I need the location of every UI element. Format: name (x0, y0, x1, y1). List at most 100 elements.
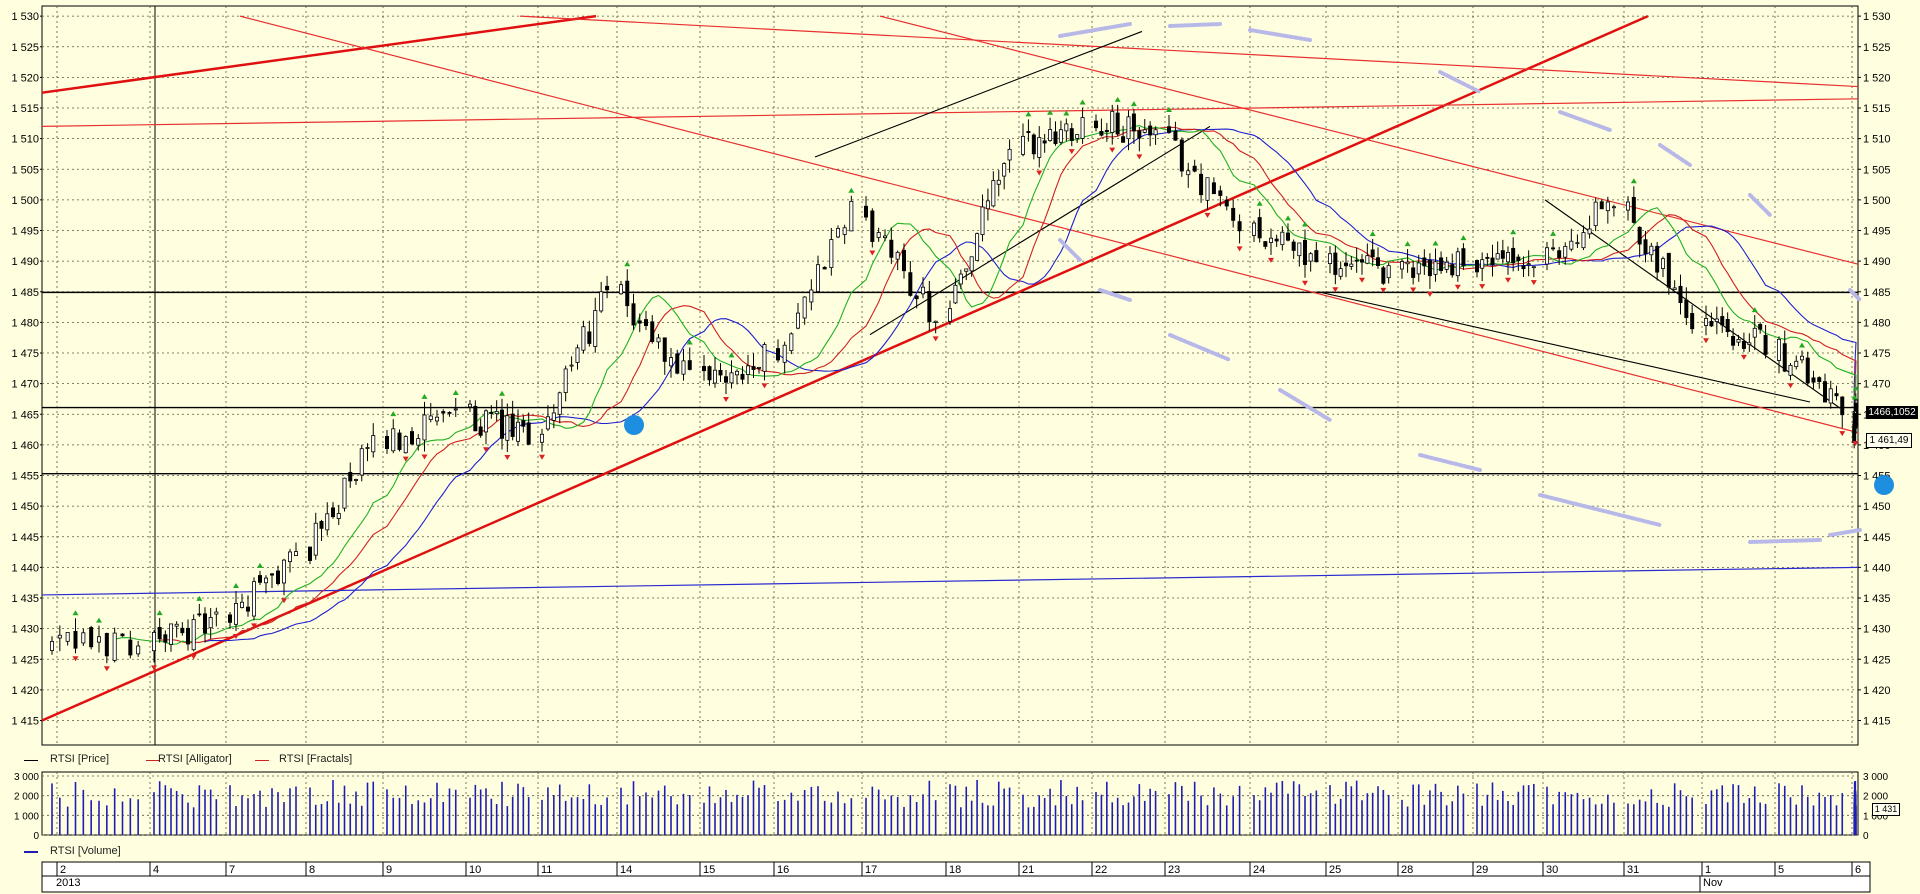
fractal-down-marker (1740, 354, 1747, 360)
day-label: 21 (1022, 864, 1034, 876)
candle-body (540, 433, 545, 443)
price-tick-label-right: 1 510 (1863, 134, 1891, 146)
price-tick-label-right: 1 500 (1863, 195, 1891, 207)
candle-body (214, 611, 219, 615)
legend-item-fractals[interactable]: RTSI [Fractals] (279, 753, 353, 765)
candle-body (208, 617, 213, 629)
price-axis-left: 1 530 1 525 1 520 1 515 1 510 1 505 1 500 1 495… (11, 11, 42, 728)
candle-body (625, 280, 630, 307)
candle-body (467, 403, 472, 408)
candle-body (1655, 245, 1660, 273)
candle-body (593, 310, 598, 347)
price-tick-label-right: 1 440 (1863, 562, 1891, 574)
legend-item-price[interactable]: RTSI [Price] (50, 753, 110, 765)
price-tick-label-right: 1 450 (1863, 501, 1891, 513)
legend-swatch-alligator (146, 760, 160, 761)
fractal-up-marker (96, 617, 102, 623)
candle-body (313, 522, 318, 556)
candle-body (1274, 238, 1279, 242)
fractal-down-marker (539, 454, 545, 460)
candle-body (483, 410, 488, 433)
day-label: 17 (865, 864, 877, 876)
fractal-down-marker (233, 634, 239, 640)
volume-tick-label-left: 0 (33, 831, 39, 842)
candle-body (325, 513, 330, 531)
candle-body (1725, 319, 1730, 333)
candle-body (1297, 242, 1302, 257)
fractal-down-marker (761, 383, 768, 389)
fractal-down-marker (1852, 440, 1859, 446)
candle-body (478, 426, 483, 436)
candle-body (180, 627, 185, 634)
legend-swatch-price (24, 760, 38, 761)
candle-body (687, 360, 692, 370)
price-tick-label-left: 1 480 (11, 317, 39, 329)
price-tick-label-left: 1 505 (11, 164, 39, 176)
candle-body (1153, 129, 1158, 136)
candle-body (434, 416, 439, 422)
candle-body (1593, 201, 1598, 227)
price-tick-label-right: 1 530 (1863, 11, 1891, 23)
candle-body (1252, 222, 1257, 236)
candle-body (1069, 128, 1074, 141)
channel-line (814, 30, 1143, 158)
price-badge-lower-text: 1 461,49 (1869, 435, 1909, 446)
candle-body (269, 573, 274, 576)
candles (50, 104, 1859, 664)
day-label: 16 (777, 864, 789, 876)
candle-body (1811, 377, 1816, 383)
candle-body (619, 284, 624, 295)
candle-body (1026, 131, 1031, 133)
fractal-down-marker (1359, 277, 1365, 283)
candle-body (112, 632, 117, 661)
fractal-down-marker (1530, 280, 1537, 286)
major-support-trendline (41, 14, 1649, 722)
fractal-up-marker (728, 352, 735, 358)
resistance-line (41, 98, 1859, 127)
legend-item-volume[interactable]: RTSI [Volume] (50, 845, 121, 857)
candle-body (1495, 253, 1500, 260)
fractal-up-marker (848, 187, 855, 193)
candle-body (842, 227, 847, 235)
candle-body (330, 507, 335, 518)
drawing-stroke (1748, 193, 1772, 217)
candle-body (1439, 257, 1444, 271)
candle-body (735, 370, 740, 376)
candle-body (1042, 140, 1047, 144)
day-label: 29 (1476, 864, 1488, 876)
candle-body (782, 344, 787, 363)
price-tick-label-right: 1 520 (1863, 72, 1891, 84)
volume-tick-label-left: 2 000 (14, 792, 39, 803)
volume-tick-label: 3 000 (1863, 772, 1888, 783)
price-tick-label-left: 1 475 (11, 348, 39, 360)
legend-item-alligator[interactable]: RTSI [Alligator] (158, 753, 232, 765)
day-label: 28 (1401, 864, 1413, 876)
candle-body (1386, 265, 1391, 279)
drawing-stroke (1438, 70, 1482, 94)
candle-body (521, 420, 526, 427)
alligator-teeth-line (159, 126, 1857, 644)
alligator-lips-line (114, 125, 1857, 645)
price-tick-label-left: 1 440 (11, 562, 39, 574)
candle-body (1852, 428, 1857, 443)
candle-body (1192, 165, 1197, 172)
candle-body (1257, 217, 1262, 239)
day-label: 8 (309, 864, 315, 876)
fractal-up-marker (1079, 99, 1086, 105)
anchor-dot (1874, 475, 1894, 495)
candle-body (1058, 129, 1063, 143)
candle-body (1794, 360, 1799, 368)
candle-body (1788, 364, 1793, 376)
candle-body (1416, 262, 1421, 275)
fractal-down-marker (72, 656, 79, 662)
drawing-stroke (1748, 538, 1822, 544)
candle-body (403, 436, 408, 454)
candle-body (136, 645, 141, 655)
candle-body (1506, 252, 1511, 263)
candle-body (964, 268, 969, 272)
day-label: 22 (1095, 864, 1107, 876)
candle-body (637, 320, 642, 324)
candle-body (876, 232, 881, 238)
candle-body (1037, 137, 1042, 158)
